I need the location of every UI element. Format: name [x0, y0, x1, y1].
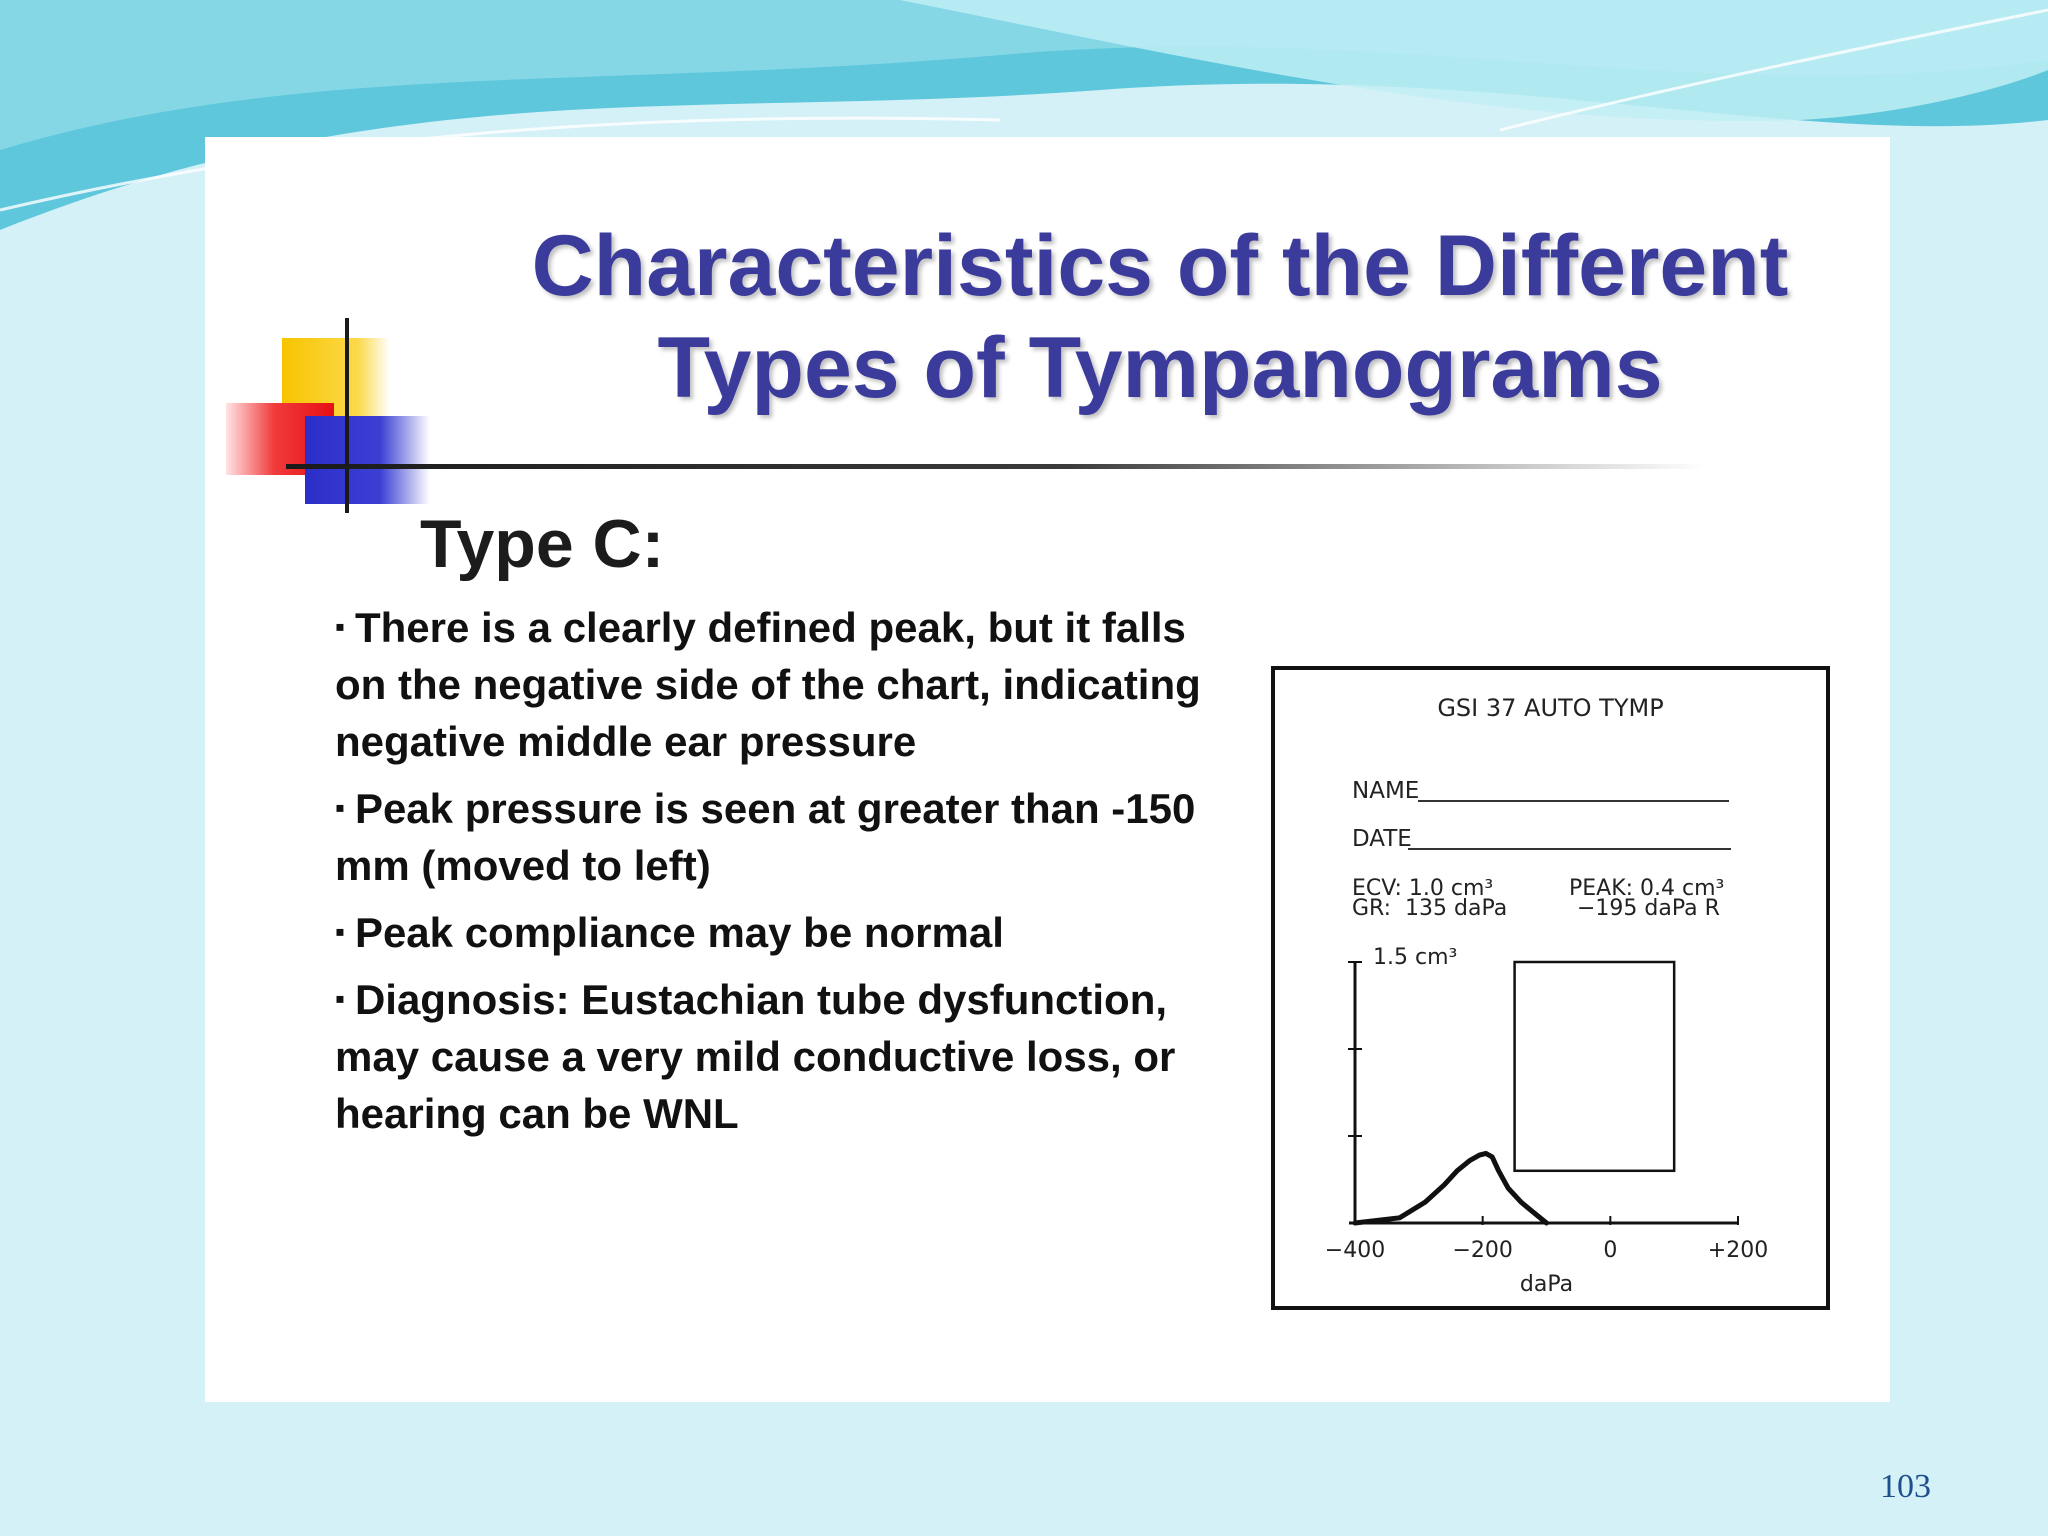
bullet-item: ▪ Peak compliance may be normal: [335, 903, 1235, 961]
tympanogram-plot: 1.5 cm³ −400 −200 0 +200 daPa: [1325, 945, 1768, 1297]
bullet-text: Peak pressure is seen at greater than -1…: [335, 785, 1196, 889]
bullet-text: Peak compliance may be normal: [354, 909, 1004, 956]
bullet-item: ▪ Peak pressure is seen at greater than -…: [335, 779, 1235, 894]
tympanogram-heading: GSI 37 AUTO TYMP: [1437, 694, 1664, 722]
bullet-text: Diagnosis: Eustachian tube dysfunction, …: [335, 976, 1176, 1137]
x-tick-label: +200: [1708, 1238, 1768, 1263]
peak-readout: PEAK: 0.4 cm³: [1569, 876, 1725, 901]
page-number: 103: [1880, 1468, 1931, 1505]
background-waves: [0, 0, 2048, 230]
title-line-1: Characteristics of the Different: [531, 218, 1789, 314]
bullet-marker-icon: ▪: [335, 983, 345, 1014]
date-label: DATE: [1352, 826, 1412, 852]
decorative-blue-square: [305, 416, 430, 504]
bullet-list: ▪ There is a clearly defined peak, but it…: [335, 598, 1235, 1151]
bullet-item: ▪ Diagnosis: Eustachian tube dysfunction,…: [335, 970, 1235, 1142]
type-heading: Type C:: [420, 506, 665, 582]
name-underline: [1418, 800, 1729, 802]
bullet-item: ▪ There is a clearly defined peak, but it…: [335, 598, 1235, 770]
decorative-vertical-line: [345, 318, 349, 513]
date-underline: [1408, 848, 1731, 850]
gr-readout: GR: 135 daPa: [1352, 896, 1508, 921]
x-axis-label: daPa: [1520, 1272, 1573, 1297]
tympanogram-curve: [1352, 1150, 1549, 1226]
bullet-marker-icon: ▪: [335, 792, 345, 823]
title-line-2: Types of Tympanograms: [657, 320, 1663, 416]
bullet-marker-icon: ▪: [335, 916, 345, 947]
name-label: NAME: [1352, 778, 1420, 804]
bullet-marker-icon: ▪: [335, 611, 345, 642]
normal-region-box: [1513, 960, 1676, 1173]
ecv-readout: ECV: 1.0 cm³: [1352, 876, 1494, 901]
x-tick-label: −200: [1452, 1238, 1512, 1263]
slide-title: Characteristics of the Different Types o…: [440, 215, 1880, 419]
title-divider-line: [286, 464, 1706, 469]
bullet-text: There is a clearly defined peak, but it …: [335, 604, 1201, 765]
tympanogram-chart-box: GSI 37 AUTO TYMP NAME DATE ECV: 1.0 cm³ …: [1271, 666, 1830, 1310]
peak-pressure-readout: −195 daPa R: [1577, 896, 1720, 921]
x-tick-label: 0: [1603, 1238, 1617, 1263]
x-tick-label: −400: [1325, 1238, 1385, 1263]
y-axis-label: 1.5 cm³: [1373, 945, 1457, 970]
